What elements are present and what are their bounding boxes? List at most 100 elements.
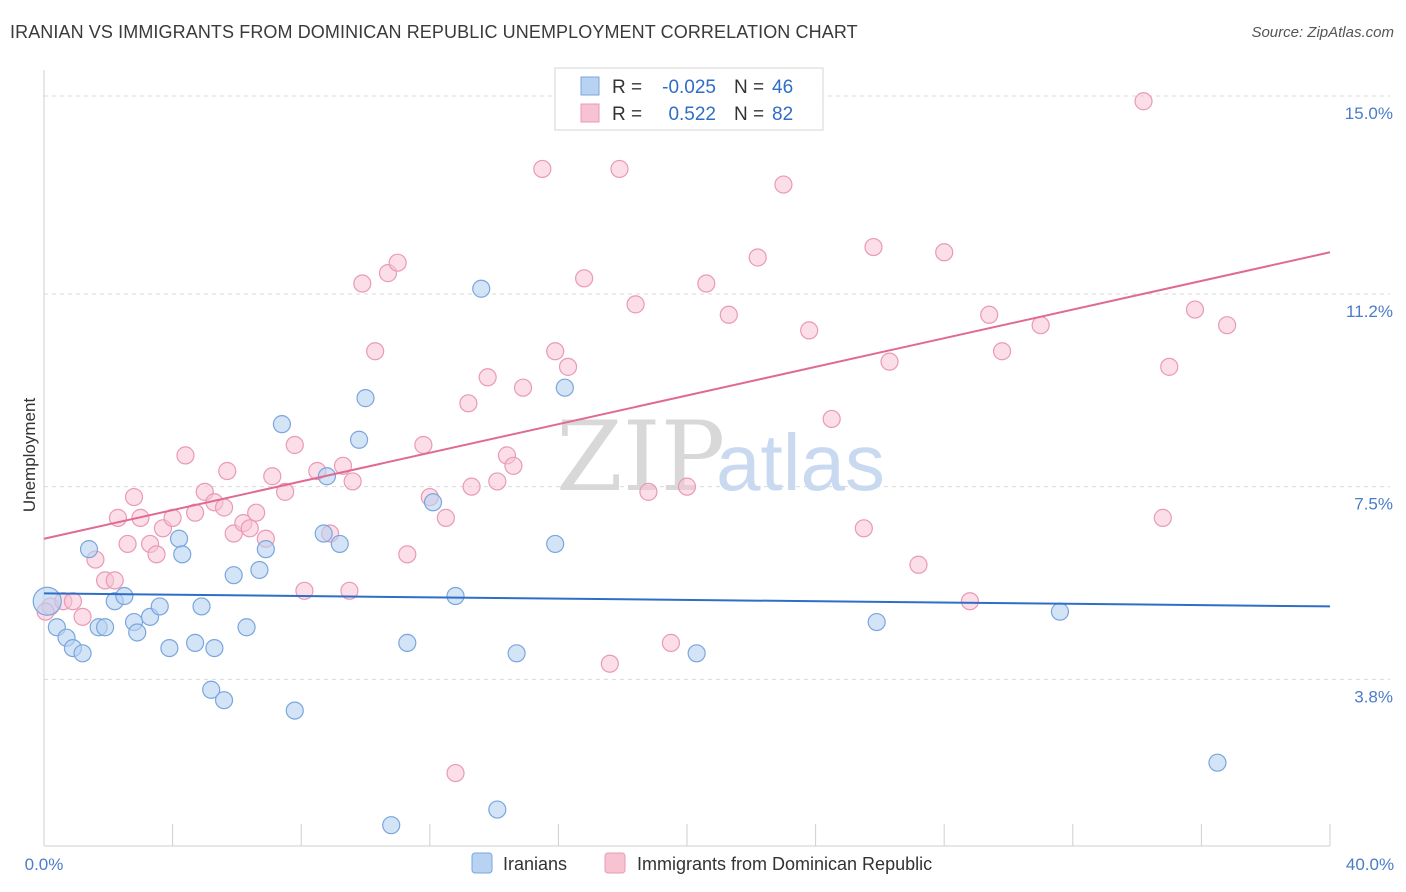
dominican-point xyxy=(118,534,137,554)
iranian-point xyxy=(446,586,465,606)
bottom-legend-swatch-dominican xyxy=(604,852,626,874)
iranian-point xyxy=(1208,753,1227,772)
iranian-point xyxy=(250,560,269,580)
dominican-point xyxy=(504,456,523,475)
iranian-point xyxy=(349,430,369,449)
dominican-point xyxy=(513,378,533,397)
iranian-point xyxy=(472,279,491,298)
x-tick-label-max: 40.0% xyxy=(1346,855,1394,874)
legend-r-label-2: R = xyxy=(612,104,642,125)
dominican-point xyxy=(960,592,980,611)
dominican-point xyxy=(600,654,619,673)
dominican-point xyxy=(800,321,819,340)
dominican-point xyxy=(1134,92,1153,111)
dominican-trend-line xyxy=(43,251,1331,540)
dominican-point xyxy=(864,237,883,257)
iranian-point xyxy=(115,586,134,606)
y-tick-labels: 3.8% 7.5% 11.2% 15.0% xyxy=(1345,104,1393,706)
dominican-point xyxy=(1185,300,1205,319)
dominican-point xyxy=(247,503,266,522)
dominican-point xyxy=(774,175,793,194)
bottom-legend-label-dominican: Immigrants from Dominican Republic xyxy=(637,854,932,874)
iranian-point xyxy=(867,612,886,632)
iranian-point xyxy=(186,633,205,652)
watermark-atlas: atlas xyxy=(716,418,885,507)
dominican-point xyxy=(105,571,124,590)
stats-legend: R = -0.025 N = 46 R = 0.522 N = 82 xyxy=(554,67,824,131)
iranian-point xyxy=(330,534,349,554)
dominican-point xyxy=(388,253,407,272)
series-iranians-points xyxy=(32,279,1227,835)
dominican-point xyxy=(697,274,716,293)
x-tick-labels: 0.0% 40.0% xyxy=(25,855,1394,874)
dominican-point xyxy=(340,581,359,600)
dominican-point xyxy=(218,461,237,481)
dominican-point xyxy=(909,555,928,574)
y-tick-label: 7.5% xyxy=(1354,495,1393,514)
trend-lines xyxy=(43,251,1331,608)
iranian-point xyxy=(160,638,179,658)
iranian-point xyxy=(192,597,211,616)
iranian-point xyxy=(356,389,375,408)
iranian-point xyxy=(285,701,304,720)
y-tick-label: 11.2% xyxy=(1346,302,1393,321)
dominican-point xyxy=(719,305,738,324)
dominican-point xyxy=(488,472,507,491)
dominican-point xyxy=(462,477,481,496)
dominican-point xyxy=(147,545,166,564)
iranian-point xyxy=(1050,602,1070,621)
iranian-point xyxy=(169,529,189,548)
legend-n-value-2: 82 xyxy=(772,104,793,125)
dominican-point xyxy=(263,467,282,486)
dominican-point xyxy=(626,295,645,314)
axes xyxy=(43,70,1331,847)
dominican-point xyxy=(1153,508,1172,527)
dominican-point xyxy=(639,482,658,501)
dominican-point xyxy=(446,763,465,783)
iranian-point xyxy=(237,618,256,637)
legend-r-value-2: 0.522 xyxy=(668,104,716,125)
iranian-point xyxy=(555,378,574,397)
iranian-point xyxy=(507,644,526,663)
iranian-point xyxy=(95,618,115,637)
iranian-point xyxy=(173,545,192,564)
legend-swatch-dominican xyxy=(580,103,600,123)
dominican-point xyxy=(558,357,578,376)
iranian-point xyxy=(79,540,99,559)
dominican-point xyxy=(63,592,83,611)
dominican-point xyxy=(880,352,899,371)
dominican-point xyxy=(854,519,873,538)
dominican-point xyxy=(124,487,144,507)
dominican-point xyxy=(546,342,565,361)
dominican-point xyxy=(748,248,767,267)
y-tick-label: 15.0% xyxy=(1345,104,1393,123)
legend-n-value-1: 46 xyxy=(772,77,793,98)
dominican-point xyxy=(353,274,372,293)
dominican-point xyxy=(980,305,999,324)
dominican-point xyxy=(285,435,304,455)
legend-frame xyxy=(554,67,824,131)
legend-n-label-2: N = xyxy=(734,104,764,125)
legend-r-value-1: -0.025 xyxy=(662,77,716,98)
iranian-point xyxy=(382,816,401,835)
dominican-point xyxy=(677,477,697,496)
y-axis-label: Unemployment xyxy=(20,398,39,513)
iranian-point xyxy=(687,644,706,663)
dominican-point xyxy=(276,482,295,501)
iranian-point xyxy=(546,534,565,554)
legend-swatch-iranians xyxy=(580,76,600,96)
dominican-point xyxy=(478,368,497,387)
iranian-point xyxy=(214,691,234,710)
dominican-point xyxy=(240,519,259,538)
iranian-point xyxy=(224,566,243,585)
iranian-point xyxy=(32,586,62,616)
dominican-point xyxy=(214,498,234,517)
iranian-point xyxy=(398,633,417,652)
iranian-point xyxy=(314,524,333,543)
dominican-point xyxy=(992,342,1012,361)
iranian-point xyxy=(272,415,292,434)
iranians-trend-line xyxy=(43,592,1331,608)
iranian-point xyxy=(202,680,221,699)
legend-n-label-1: N = xyxy=(734,77,764,98)
dominican-point xyxy=(533,159,552,179)
